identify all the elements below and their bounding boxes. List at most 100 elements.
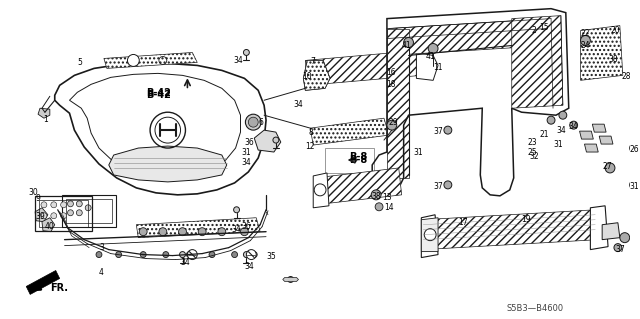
Polygon shape	[584, 144, 598, 152]
Circle shape	[241, 228, 248, 236]
Text: 34: 34	[569, 122, 579, 131]
Text: 31: 31	[553, 140, 563, 149]
Polygon shape	[136, 218, 260, 238]
Polygon shape	[602, 223, 620, 240]
Text: 34: 34	[232, 225, 241, 234]
Circle shape	[605, 163, 615, 173]
Text: 31: 31	[241, 148, 251, 157]
Text: 18: 18	[386, 80, 396, 89]
Polygon shape	[35, 208, 48, 222]
Text: 4: 4	[99, 268, 104, 277]
Bar	[61, 195, 116, 227]
Text: B-42: B-42	[146, 88, 171, 98]
Circle shape	[76, 201, 83, 207]
Polygon shape	[387, 29, 408, 178]
Text: 2: 2	[531, 26, 536, 34]
Polygon shape	[42, 218, 55, 232]
Text: 1: 1	[43, 115, 48, 124]
Circle shape	[559, 111, 567, 119]
Text: 31: 31	[630, 182, 639, 191]
Circle shape	[140, 252, 146, 257]
Circle shape	[85, 205, 91, 211]
Circle shape	[68, 210, 74, 216]
Polygon shape	[109, 146, 227, 182]
Circle shape	[159, 228, 167, 236]
Polygon shape	[421, 218, 438, 252]
Circle shape	[232, 252, 237, 257]
Text: 21: 21	[540, 130, 548, 139]
Text: 28: 28	[622, 72, 631, 81]
Polygon shape	[310, 118, 389, 145]
Circle shape	[620, 233, 630, 243]
Text: 39: 39	[35, 212, 45, 221]
Text: 20: 20	[610, 26, 620, 34]
Circle shape	[580, 35, 590, 46]
Circle shape	[424, 229, 436, 241]
Circle shape	[444, 181, 452, 189]
Bar	[35, 196, 92, 231]
Text: 34: 34	[556, 126, 566, 135]
Text: 32: 32	[529, 152, 539, 161]
Text: 26: 26	[630, 145, 639, 154]
Text: 16: 16	[386, 68, 396, 78]
Text: 31: 31	[413, 148, 423, 157]
Text: 37: 37	[433, 182, 443, 191]
Circle shape	[41, 202, 47, 208]
Text: 17: 17	[459, 218, 468, 227]
Circle shape	[243, 252, 250, 257]
Text: 6: 6	[258, 118, 263, 127]
Polygon shape	[599, 136, 613, 144]
Circle shape	[51, 202, 57, 208]
Text: 9: 9	[35, 194, 40, 203]
Polygon shape	[303, 60, 330, 90]
Circle shape	[630, 143, 639, 153]
Text: 41: 41	[402, 41, 412, 49]
Polygon shape	[305, 50, 421, 85]
Circle shape	[41, 213, 47, 219]
Text: 29: 29	[389, 118, 399, 127]
Circle shape	[61, 202, 67, 208]
Text: 34: 34	[294, 100, 303, 109]
Text: 34: 34	[244, 262, 254, 271]
Circle shape	[218, 228, 226, 236]
Text: 38: 38	[371, 192, 381, 201]
Polygon shape	[580, 26, 623, 80]
Circle shape	[163, 252, 169, 257]
Polygon shape	[421, 215, 438, 257]
Circle shape	[314, 184, 326, 196]
Circle shape	[245, 114, 261, 130]
Circle shape	[570, 121, 577, 129]
Circle shape	[209, 252, 215, 257]
Polygon shape	[303, 60, 330, 90]
Circle shape	[444, 126, 452, 134]
Text: 34: 34	[234, 56, 243, 65]
Circle shape	[246, 249, 256, 260]
Text: 24: 24	[580, 41, 590, 49]
Text: 34: 34	[180, 257, 190, 267]
Text: 30: 30	[28, 188, 38, 197]
Polygon shape	[283, 278, 298, 281]
Text: 36: 36	[241, 222, 252, 231]
Circle shape	[252, 252, 257, 257]
Text: 38: 38	[608, 56, 618, 64]
Text: 14: 14	[384, 203, 394, 212]
Circle shape	[96, 252, 102, 257]
Text: B-8: B-8	[349, 155, 368, 165]
Polygon shape	[512, 16, 563, 108]
Circle shape	[547, 116, 555, 124]
Circle shape	[428, 43, 438, 54]
Text: S5B3—B4600: S5B3—B4600	[507, 304, 564, 313]
Circle shape	[273, 137, 279, 143]
Text: B-42: B-42	[146, 90, 171, 100]
Text: 7: 7	[310, 57, 315, 66]
Polygon shape	[104, 52, 197, 68]
Circle shape	[234, 207, 239, 213]
Circle shape	[404, 38, 413, 48]
Polygon shape	[417, 52, 438, 80]
Circle shape	[614, 244, 622, 252]
Text: 34: 34	[241, 158, 252, 167]
Text: 11: 11	[433, 63, 443, 72]
Polygon shape	[580, 131, 593, 139]
Circle shape	[243, 49, 250, 56]
Text: 13: 13	[382, 193, 392, 202]
